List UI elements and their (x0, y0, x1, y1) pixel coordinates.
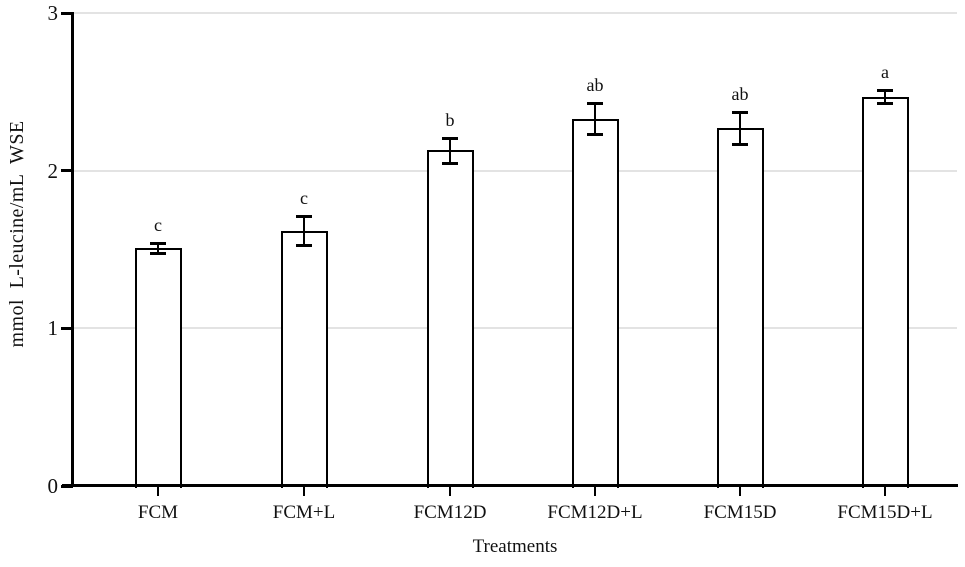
x-tick (157, 487, 159, 496)
x-axis-title: Treatments (472, 536, 558, 557)
error-bar (884, 90, 886, 103)
error-bar-cap-top (877, 89, 893, 93)
y-tick-label: 1 (47, 316, 59, 341)
error-bar (594, 102, 596, 135)
x-tick-label: FCM (137, 502, 179, 523)
x-axis-line (62, 484, 958, 487)
x-tick (739, 487, 741, 496)
y-tick (61, 169, 73, 173)
y-tick (61, 11, 73, 15)
significance-letter: ab (586, 74, 604, 95)
bar (861, 96, 909, 488)
error-bar-cap-top (296, 215, 312, 219)
y-tick (61, 326, 73, 330)
error-bar-cap-bottom (587, 133, 603, 137)
error-bar (157, 243, 159, 253)
gridline (73, 169, 957, 172)
significance-letter: c (154, 215, 162, 236)
x-tick-label: FCM12D (413, 502, 487, 523)
x-tick-label: FCM+L (272, 502, 336, 523)
error-bar-cap-bottom (877, 101, 893, 105)
x-tick (594, 487, 596, 496)
x-tick-label: FCM12D+L (547, 502, 643, 523)
significance-letter: b (445, 109, 455, 130)
bar (426, 150, 474, 488)
y-tick-label: 0 (47, 474, 59, 498)
gridline (73, 327, 957, 330)
error-bar (739, 112, 741, 144)
significance-letter: ab (731, 84, 749, 105)
y-tick (61, 484, 73, 488)
error-bar-cap-top (442, 136, 458, 140)
error-bar-cap-top (732, 111, 748, 115)
error-bar-cap-bottom (150, 251, 166, 255)
x-tick-label: FCM15D+L (837, 502, 933, 523)
x-tick (303, 487, 305, 496)
x-tick (449, 487, 451, 496)
error-bar-cap-bottom (732, 142, 748, 146)
gridline (73, 12, 957, 14)
error-bar (303, 216, 305, 245)
significance-letter: a (881, 62, 889, 83)
error-bar-cap-top (150, 242, 166, 246)
error-bar-cap-bottom (442, 161, 458, 165)
bar (134, 247, 182, 488)
y-axis-line (71, 12, 74, 487)
y-tick-label: 3 (47, 1, 59, 25)
y-tick-label: 2 (47, 158, 59, 183)
error-bar-cap-bottom (296, 243, 312, 247)
bar (716, 128, 764, 488)
bar (571, 118, 619, 488)
error-bar-cap-top (587, 101, 603, 105)
bar (280, 230, 328, 488)
error-bar (449, 137, 451, 163)
x-tick-label: FCM15D (703, 502, 777, 523)
significance-letter: c (300, 188, 308, 209)
x-tick (884, 487, 886, 496)
